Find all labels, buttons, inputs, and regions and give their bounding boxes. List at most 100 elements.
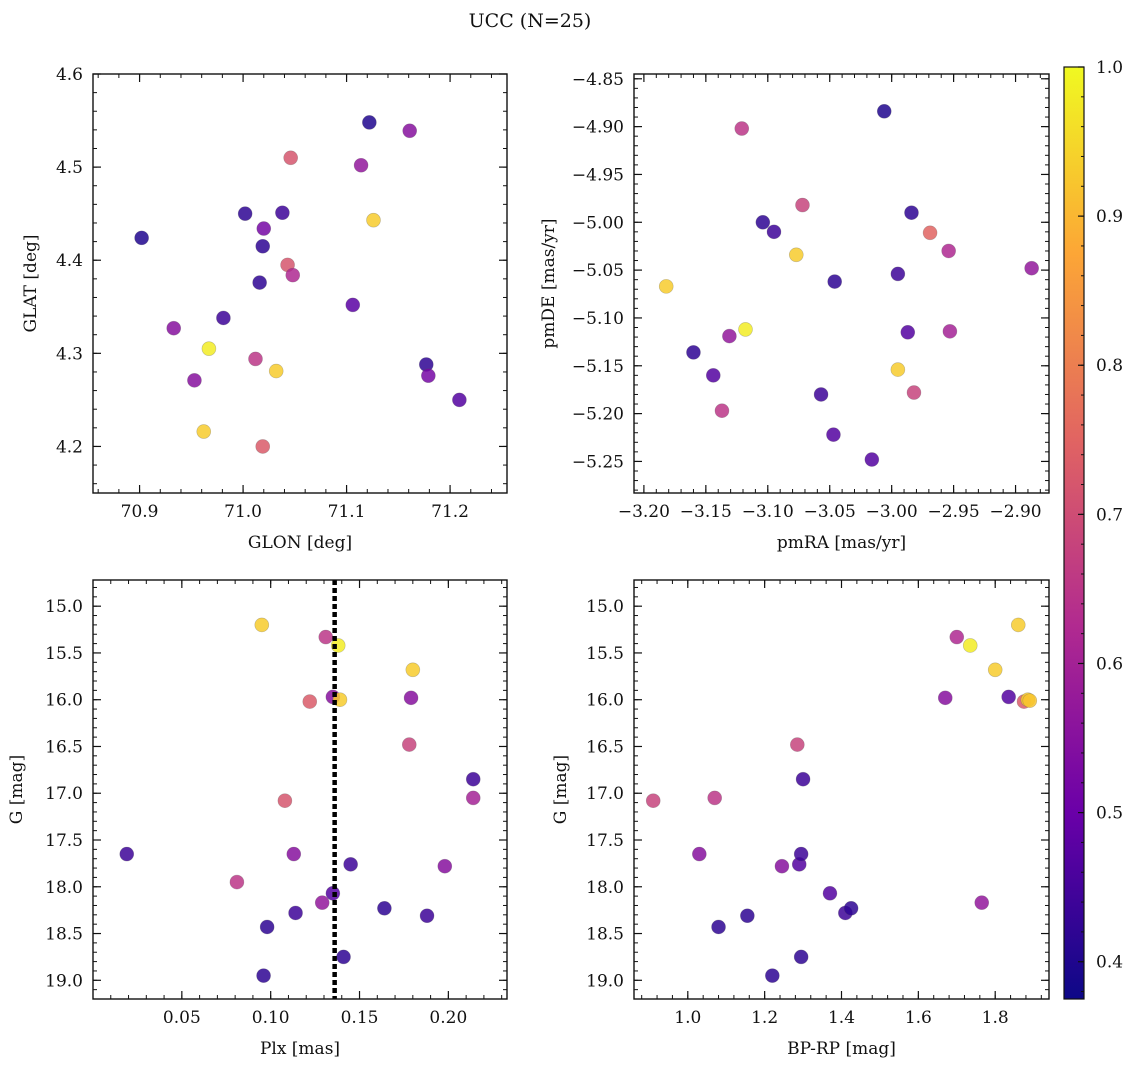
data-point (826, 427, 841, 442)
colorbar-frame (1063, 66, 1085, 1000)
colorbar: 0.4 0.5 0.6 0.7 0.8 0.9 1.0 (1063, 58, 1123, 1000)
axes-frame (633, 579, 1050, 1000)
data-point (1024, 260, 1039, 276)
data-point (740, 908, 755, 924)
points-layer (134, 115, 467, 454)
y-tick-label: 18.0 (586, 878, 624, 898)
data-point (401, 737, 417, 752)
data-point (1010, 617, 1026, 633)
x-tick-label: 1.4 (828, 1008, 855, 1028)
data-point (738, 322, 753, 337)
data-point (705, 368, 721, 383)
data-point (711, 919, 726, 935)
data-point (256, 221, 272, 236)
data-point (275, 205, 290, 221)
data-point (962, 638, 978, 653)
data-point (734, 121, 750, 136)
data-point (876, 104, 892, 119)
data-point (255, 439, 271, 454)
data-point (336, 949, 351, 965)
x-axis-label: pmRA [mas/yr] (777, 533, 906, 553)
y-axis-label: G [mag] (7, 755, 27, 824)
data-point (196, 424, 212, 439)
x-tick-label: 71.1 (328, 502, 366, 522)
y-tick-label: 18.5 (45, 925, 83, 945)
data-point (353, 157, 369, 173)
y-axis-label: GLAT [deg] (21, 234, 41, 332)
data-point (419, 908, 435, 924)
data-point (714, 403, 730, 419)
data-point (755, 214, 771, 230)
y-tick-label: 4.3 (56, 344, 83, 364)
data-point (765, 968, 780, 983)
colorbar-tick-label: 0.5 (1096, 804, 1123, 824)
data-point (941, 243, 956, 259)
points-layer (658, 104, 1039, 467)
data-point (285, 267, 301, 283)
data-point (248, 351, 263, 367)
y-tick-label: 4.5 (56, 158, 83, 178)
data-point (268, 363, 284, 379)
y-tick-label: 15.0 (45, 597, 83, 617)
data-point (134, 230, 149, 246)
data-point (645, 793, 661, 809)
data-point (904, 205, 919, 221)
y-tick-label: −4.90 (572, 118, 624, 138)
data-point (288, 905, 303, 921)
y-tick-label: −5.05 (572, 261, 624, 281)
y-tick-label: −4.95 (572, 165, 624, 185)
panel-plx-g: 0.05 0.10 0.15 0.20 15.0 15.5 16.0 16.5 17.0 17.5… (7, 579, 508, 1059)
data-point (252, 275, 267, 290)
data-point (237, 206, 253, 221)
data-point (974, 895, 990, 910)
colorbar-tick-label: 0.7 (1096, 505, 1123, 525)
data-point (900, 324, 916, 340)
y-tick-label: 15.5 (45, 644, 83, 664)
data-point (187, 373, 202, 388)
points-layer (645, 617, 1038, 983)
colorbar-tick-label: 0.9 (1096, 207, 1123, 227)
data-point (864, 452, 880, 467)
data-point (707, 790, 722, 806)
y-tick-label: 4.4 (56, 251, 83, 271)
y-tick-label: 16.5 (586, 737, 624, 757)
data-point (692, 846, 707, 862)
data-point (465, 790, 481, 806)
x-tick-label: 0.15 (341, 1008, 379, 1028)
data-point (254, 617, 270, 633)
y-tick-label: 17.5 (45, 831, 83, 851)
data-point (766, 224, 782, 240)
y-tick-label: 15.0 (586, 597, 624, 617)
data-point (259, 919, 275, 935)
y-tick-label: 16.0 (45, 691, 83, 711)
x-tick-label: 0.20 (429, 1008, 467, 1028)
data-point (1001, 689, 1016, 705)
data-point (119, 846, 135, 862)
data-point (256, 968, 271, 983)
colorbar-tick-label: 0.8 (1096, 356, 1123, 376)
panel-pmra-pmde: −3.20 −3.15 −3.10 −3.05 −3.00 −2.95 −2.90 −5.25… (539, 70, 1050, 553)
panel-bprp-g: 1.0 1.2 1.4 1.6 1.8 15.0 15.5 16.0 16.5 17.0 17.5 1… (551, 579, 1050, 1059)
x-tick-label: 1.8 (982, 1008, 1009, 1028)
data-point (906, 385, 922, 400)
x-tick-label: −3.05 (804, 502, 856, 522)
y-tick-label: −5.00 (572, 213, 624, 233)
x-axis-label: BP-RP [mag] (787, 1039, 896, 1059)
y-tick-label: 17.5 (586, 831, 624, 851)
y-tick-label: 18.0 (45, 878, 83, 898)
x-tick-label: −2.95 (928, 502, 980, 522)
x-tick-label: 0.10 (252, 1008, 290, 1028)
panel-glon-glat: 70.9 71.0 71.1 71.2 4.2 4.3 4.4 4.5 4.6 GLON [deg… (21, 65, 508, 553)
data-point (343, 857, 358, 872)
x-tick-label: −3.15 (680, 502, 732, 522)
data-point (822, 886, 838, 901)
x-tick-label: 1.6 (905, 1008, 932, 1028)
data-point (793, 949, 809, 965)
data-point (405, 662, 421, 678)
data-point (793, 846, 809, 862)
x-tick-label: −3.00 (866, 502, 918, 522)
colorbar-gradient (1064, 67, 1084, 999)
data-point (987, 662, 1003, 678)
data-point (942, 324, 958, 339)
data-point (286, 846, 302, 862)
